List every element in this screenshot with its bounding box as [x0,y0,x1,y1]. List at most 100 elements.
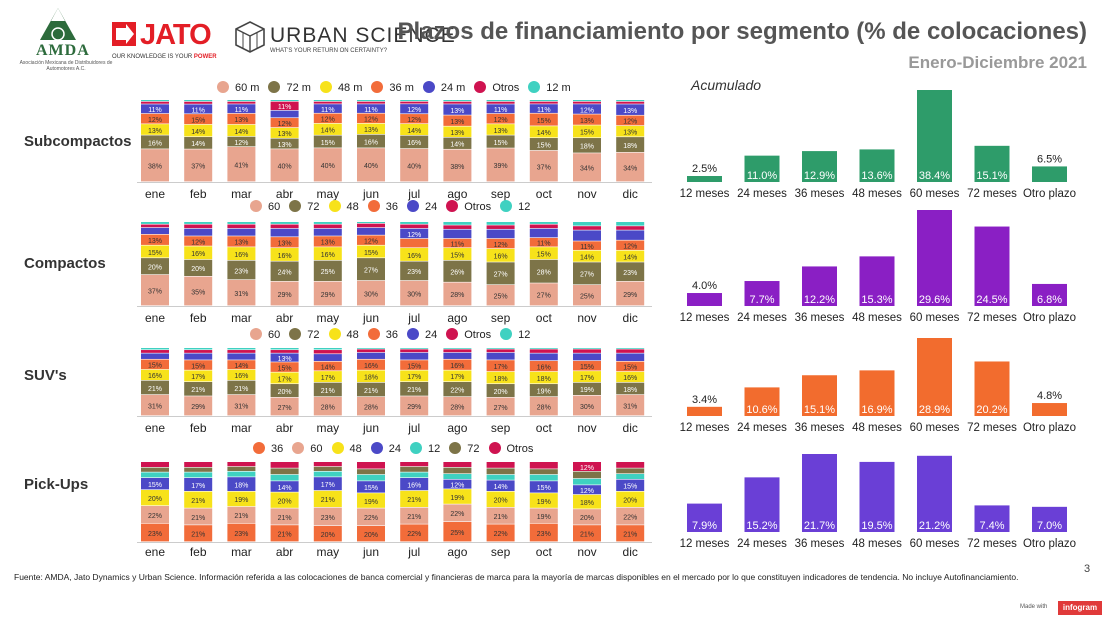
bar-segment-36[interactable] [141,523,169,542]
bar-segment-12[interactable] [486,100,515,102]
bar-segment-Otros[interactable] [141,462,169,467]
bar-segment-60[interactable] [313,281,342,306]
bar-segment-36[interactable] [486,360,515,372]
bar-segment-Otros[interactable] [227,462,256,467]
legend-item[interactable]: 36 [253,442,283,455]
bar-segment-24[interactable] [573,353,601,361]
bar-segment-12[interactable] [400,472,429,478]
bar-segment-24[interactable] [529,228,558,238]
bar-segment-72[interactable] [184,259,213,276]
bar-segment-48[interactable] [141,369,169,381]
bar-segment-72[interactable] [184,467,213,472]
bar-segment-60[interactable] [400,396,429,416]
cumulative-bar[interactable] [744,477,780,532]
bar-segment-48[interactable] [227,491,256,507]
bar-segment-48[interactable] [400,490,429,507]
bar-segment-36[interactable] [486,524,515,542]
bar-segment-24[interactable] [313,354,342,361]
bar-segment-48[interactable] [357,245,385,258]
bar-segment-48[interactable] [313,247,342,261]
bar-segment-12[interactable] [573,478,601,485]
bar-segment-72[interactable] [616,262,645,282]
bar-segment-24[interactable] [141,104,169,114]
bar-segment-12[interactable] [184,348,213,350]
legend-item[interactable]: 36 [367,328,398,341]
bar-segment-36[interactable] [184,360,213,370]
cumulative-bar[interactable] [917,455,952,532]
bar-segment-48[interactable] [227,247,256,261]
bar-segment-60[interactable] [486,285,515,306]
bar-segment-72[interactable] [141,258,169,275]
legend-item[interactable]: 24 m [422,81,465,94]
bar-segment-60[interactable] [443,504,472,522]
bar-segment-Otros[interactable] [184,101,213,104]
bar-segment-36[interactable] [400,114,429,124]
bar-segment-12[interactable] [227,348,256,350]
bar-segment-24[interactable] [486,229,515,239]
bar-segment-36[interactable] [313,113,342,124]
bar-segment-48[interactable] [400,248,429,261]
bar-segment-12[interactable] [184,222,213,224]
bar-segment-12[interactable] [270,474,299,481]
bar-segment-Otros[interactable] [357,101,385,104]
bar-segment-Otros[interactable] [616,462,645,468]
cumulative-bar[interactable] [744,155,780,182]
bar-segment-48[interactable] [400,370,429,382]
bar-segment-72[interactable] [616,137,645,153]
bar-segment-36[interactable] [573,241,601,250]
bar-segment-36[interactable] [357,359,385,370]
bar-segment-Otros[interactable] [573,349,601,353]
legend-item[interactable]: Otros [488,442,533,455]
bar-segment-12[interactable] [529,100,558,102]
legend-item[interactable]: 60 [250,328,280,341]
bar-segment-72[interactable] [357,258,385,281]
bar-segment-60[interactable] [616,281,645,306]
bar-segment-24[interactable] [313,104,342,113]
cumulative-bar[interactable] [974,361,1010,416]
bar-segment-36[interactable] [616,525,645,542]
cumulative-bar[interactable] [744,387,780,416]
bar-segment-24[interactable] [357,104,385,113]
bar-segment-Otros[interactable] [227,101,256,104]
cumulative-bar[interactable] [802,454,837,532]
bar-segment-24[interactable] [141,227,169,234]
bar-segment-72[interactable] [227,136,256,147]
bar-segment-Otros[interactable] [616,226,645,230]
bar-segment-12[interactable] [529,222,558,224]
bar-segment-60[interactable] [616,507,645,525]
cumulative-bar[interactable] [1032,506,1067,532]
bar-segment-48[interactable] [313,371,342,383]
bar-segment-48[interactable] [573,250,601,262]
bar-segment-72[interactable] [486,384,515,398]
bar-segment-24[interactable] [443,104,472,115]
cumulative-bar[interactable] [687,293,722,306]
bar-segment-60[interactable] [313,396,342,416]
bar-segment-24[interactable] [270,228,299,237]
bar-segment-12[interactable] [357,474,385,481]
bar-segment-Otros[interactable] [313,350,342,354]
bar-segment-48[interactable] [486,371,515,384]
legend-item[interactable]: 60 m [217,81,259,94]
bar-segment-48[interactable] [227,124,256,137]
cumulative-bar[interactable] [859,461,895,532]
bar-segment-24[interactable] [141,478,169,490]
bar-segment-24[interactable] [529,481,558,493]
cumulative-bar[interactable] [974,145,1010,182]
bar-segment-36[interactable] [529,113,558,126]
bar-segment-12[interactable] [443,100,472,102]
bar-segment-12[interactable] [486,348,515,349]
bar-segment-48[interactable] [270,127,299,138]
bar-segment-24[interactable] [616,479,645,491]
bar-segment-Otros[interactable] [443,225,472,229]
bar-segment-36[interactable] [400,360,429,370]
bar-segment-60[interactable] [400,148,429,182]
bar-segment-48[interactable] [270,492,299,508]
bar-segment-48[interactable] [529,126,558,138]
bar-segment-60[interactable] [184,276,213,306]
bar-segment-24[interactable] [270,110,299,118]
bar-segment-48[interactable] [184,370,213,382]
bar-segment-Otros[interactable] [400,462,429,467]
bar-segment-72[interactable] [400,135,429,149]
bar-segment-60[interactable] [616,152,645,182]
bar-segment-72[interactable] [184,382,213,396]
